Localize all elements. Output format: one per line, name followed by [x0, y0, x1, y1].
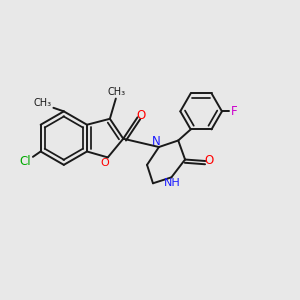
Text: NH: NH [164, 178, 180, 188]
Text: CH₃: CH₃ [107, 87, 125, 97]
Text: O: O [205, 154, 214, 167]
Text: CH₃: CH₃ [34, 98, 52, 108]
Text: O: O [100, 158, 109, 168]
Text: N: N [152, 135, 160, 148]
Text: Cl: Cl [19, 155, 31, 168]
Text: F: F [230, 105, 237, 118]
Text: O: O [137, 109, 146, 122]
